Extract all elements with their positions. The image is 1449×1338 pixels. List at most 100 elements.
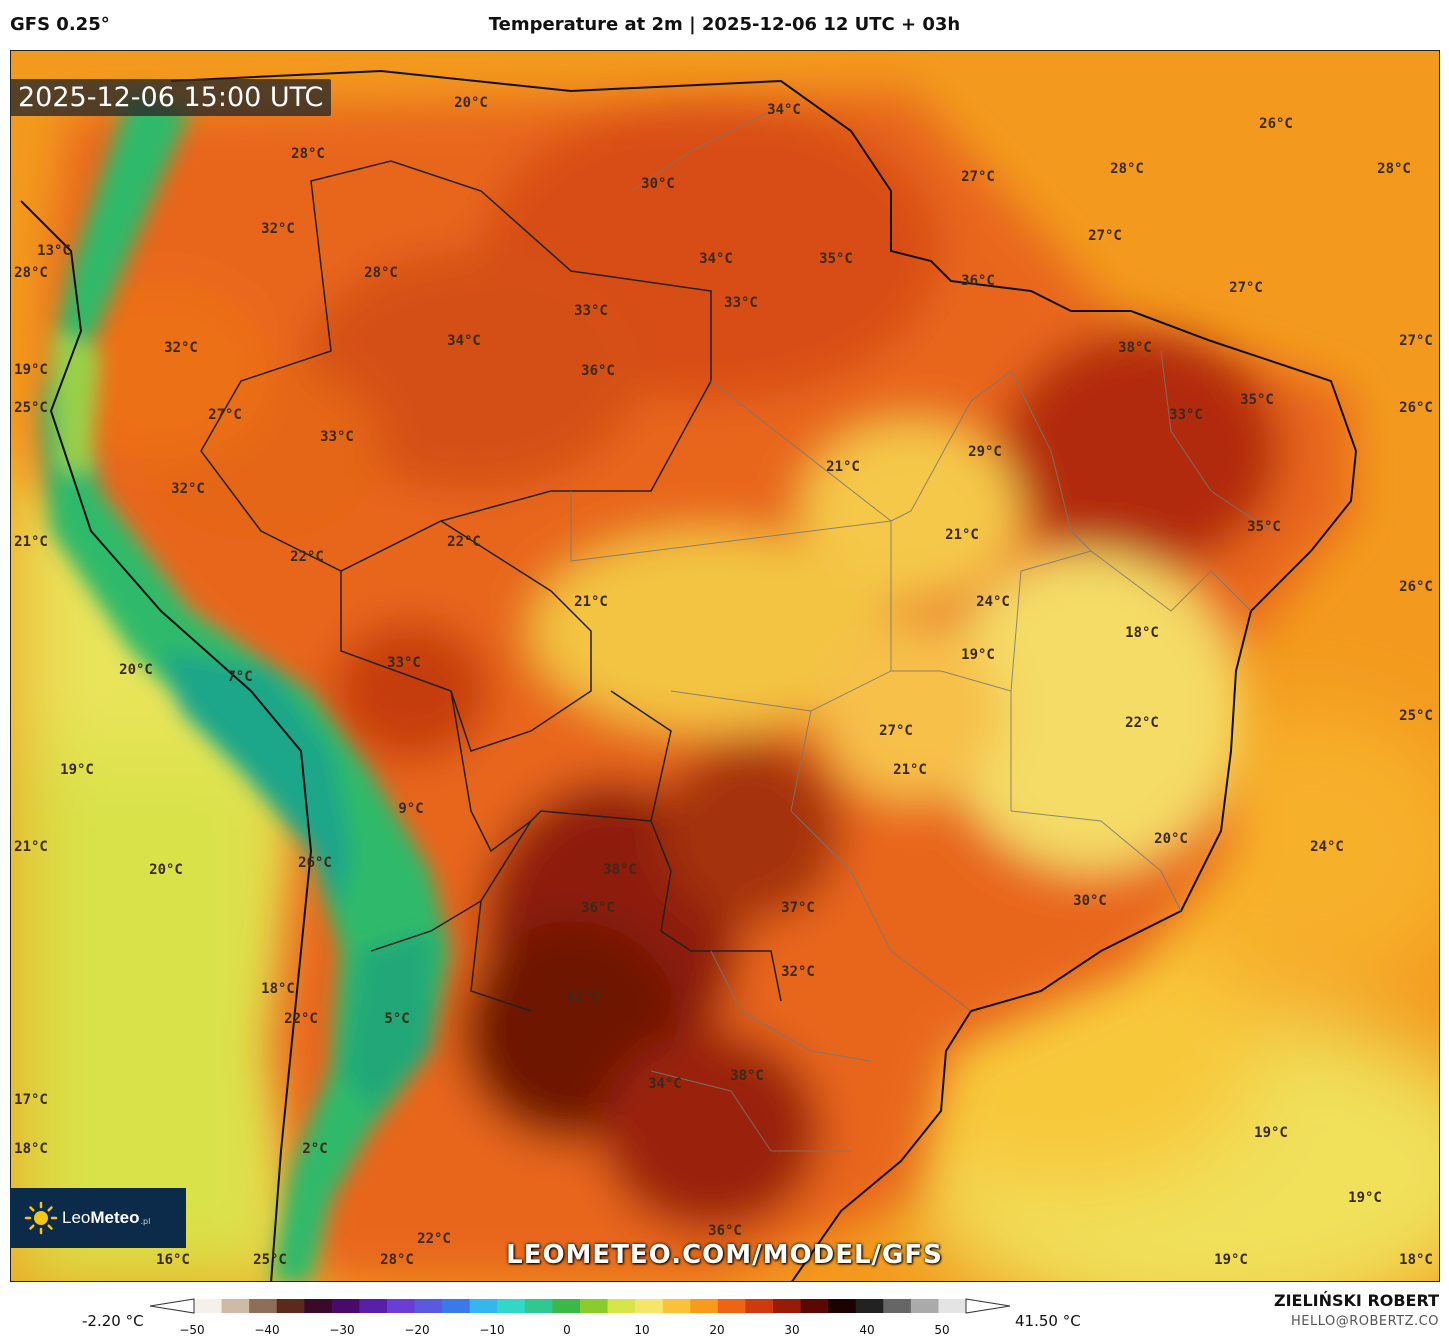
temp-label: 16°C [156,1252,190,1268]
legend-tick-label: 40 [859,1323,875,1337]
legend-color-cell [387,1299,416,1313]
legend-color-cell [717,1299,747,1313]
temp-label: 36°C [961,273,995,289]
temp-label: 27°C [208,407,242,423]
temp-label: 21°C [574,594,608,610]
temp-label: 7°C [227,669,253,685]
temp-label: 36°C [581,363,615,379]
legend-color-cell [194,1299,223,1313]
temp-label: 20°C [454,95,488,111]
temp-label: 19°C [961,647,995,663]
temp-label: 26°C [1259,116,1293,132]
temp-label: 28°C [380,1252,414,1268]
temp-label: 33°C [724,295,758,311]
model-name: GFS 0.25° [10,14,110,35]
temp-label: 38°C [730,1068,764,1084]
legend-color-cell [938,1299,967,1313]
temp-label: 33°C [1169,407,1203,423]
logo-tld: .pl [140,1217,151,1226]
temp-label: 19°C [1214,1252,1248,1268]
legend-color-cell [221,1299,250,1313]
temp-label: 29°C [968,444,1002,460]
temp-label: 27°C [1088,228,1122,244]
temp-label: 20°C [149,862,183,878]
temp-label: 38°C [1118,340,1152,356]
temp-label: 34°C [648,1076,682,1092]
temp-label: 32°C [261,221,295,237]
temp-label: 26°C [1399,579,1433,595]
temp-label: 22°C [284,1011,318,1027]
pacific-coastline [20,200,313,1281]
temp-label: 22°C [447,534,481,550]
legend-color-cell [276,1299,305,1313]
legend-color-cell [910,1299,940,1313]
legend-tick-label: 30 [784,1323,800,1337]
temp-label: 5°C [384,1011,410,1027]
leometeo-logo[interactable]: LeoMeteo .pl [10,1188,186,1248]
temp-label: 28°C [291,146,325,162]
temp-label: 27°C [879,723,913,739]
temp-label: 26°C [1399,400,1433,416]
legend-color-cell [359,1299,388,1313]
temp-label: 24°C [1310,839,1344,855]
map-canvas [11,51,1439,1281]
legend-color-cell [607,1299,636,1313]
atlantic-coastline [170,69,1358,1281]
legend-tick-label: −30 [329,1323,355,1337]
temp-label: 21°C [14,534,48,550]
legend-tick-label: 10 [634,1323,650,1337]
temp-label: 21°C [945,527,979,543]
legend-color-cell [883,1299,912,1313]
legend-min-value: -2.20 °C [82,1312,144,1330]
temp-label: 36°C [581,900,615,916]
legend-color-cell [497,1299,526,1313]
temp-label: 34°C [447,333,481,349]
temp-label: 34°C [699,251,733,267]
temp-label: 30°C [641,176,675,192]
temperature-map[interactable]: 20°C 34°C 28°C 30°C 26°C 27°C 28°C 28°C … [10,50,1440,1282]
temp-label: 34°C [767,102,801,118]
temp-label: 21°C [893,762,927,778]
legend-color-cell [552,1299,581,1313]
legend-color-cell [469,1299,498,1313]
temp-label: 18°C [1399,1252,1433,1268]
legend-max-value: 41.50 °C [1015,1312,1081,1330]
temp-label: 25°C [253,1252,287,1268]
temp-label: 33°C [574,303,608,319]
temp-label: 22°C [290,549,324,565]
temp-label: 27°C [1229,280,1263,296]
temp-label: 32°C [171,481,205,497]
temp-label: 35°C [1247,519,1281,535]
temp-label: 28°C [364,265,398,281]
legend-color-cell [745,1299,774,1313]
map-title: Temperature at 2m | 2025-12-06 12 UTC + … [488,14,961,35]
temp-label: 35°C [1240,392,1274,408]
legend-tick-label: −50 [179,1323,205,1337]
temp-label: 36°C [708,1223,742,1239]
legend-color-cell [635,1299,664,1313]
temp-label: 20°C [1154,831,1188,847]
temp-label: 17°C [14,1092,48,1108]
legend-tick-label: −10 [479,1323,505,1337]
temp-label: 33°C [320,429,354,445]
temp-label: 27°C [1399,333,1433,349]
temp-label: 28°C [1110,161,1144,177]
author-email[interactable]: HELLO@ROBERTZ.CO [1290,1314,1439,1329]
temp-label: 22°C [417,1231,451,1247]
temp-label: 25°C [1399,708,1433,724]
temp-label: 19°C [1254,1125,1288,1141]
legend-color-cell [855,1299,884,1313]
temp-label: 37°C [781,900,815,916]
temp-label: 2°C [302,1141,328,1157]
legend-color-cell [331,1299,361,1313]
legend-color-cell [524,1299,554,1313]
legend-color-cell [690,1299,719,1313]
temp-label: 32°C [781,964,815,980]
temp-label: 35°C [819,251,853,267]
country-borders [200,160,782,1012]
author-name: ZIELIŃSKI ROBERT [1273,1291,1439,1310]
temp-label: 27°C [961,169,995,185]
temp-label: 28°C [1377,161,1411,177]
temp-label: 41°C [566,989,600,1005]
legend-color-cell [304,1299,333,1313]
